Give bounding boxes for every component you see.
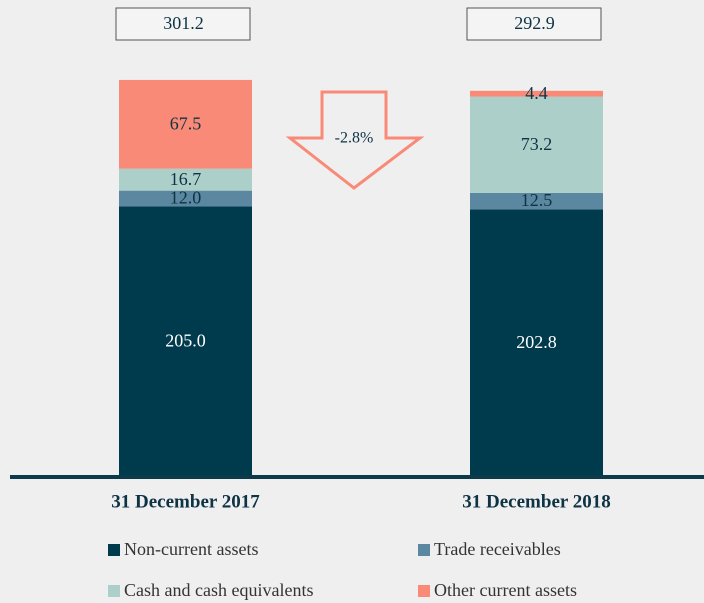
legend-label: Cash and cash equivalents [124, 580, 313, 600]
value-label: 12.0 [170, 188, 202, 208]
total-box [115, 7, 251, 41]
x-tick-label: 31 December 2017 [111, 491, 260, 512]
legend-label: Non-current assets [124, 539, 258, 559]
bar-segment [119, 190, 252, 207]
value-label: 16.7 [170, 169, 202, 189]
bar-segment [119, 79, 252, 169]
value-label: 4.4 [525, 83, 548, 103]
value-label: 12.5 [521, 190, 553, 210]
legend-swatch [108, 544, 120, 556]
legend-label: Other current assets [434, 580, 577, 600]
legend-label: Trade receivables [434, 539, 561, 559]
total-box [466, 7, 602, 41]
bar-segment [470, 90, 603, 97]
value-label: 73.2 [521, 134, 553, 154]
bar-segment [119, 168, 252, 191]
bar-segment [470, 192, 603, 210]
bar-segment [119, 206, 252, 477]
bar-segment [470, 209, 603, 476]
x-tick-label: 31 December 2018 [462, 491, 610, 512]
change-annotation: -2.8% [335, 130, 374, 147]
legend-swatch [108, 585, 120, 597]
value-label: 205.0 [165, 330, 206, 350]
bar-segment [470, 96, 603, 193]
value-label: 202.8 [516, 332, 557, 352]
total-label: 301.2 [163, 13, 204, 33]
total-label: 292.9 [514, 13, 555, 33]
value-label: 67.5 [170, 113, 202, 133]
legend-swatch [418, 585, 430, 597]
legend-swatch [418, 544, 430, 556]
change-arrow [285, 90, 425, 190]
